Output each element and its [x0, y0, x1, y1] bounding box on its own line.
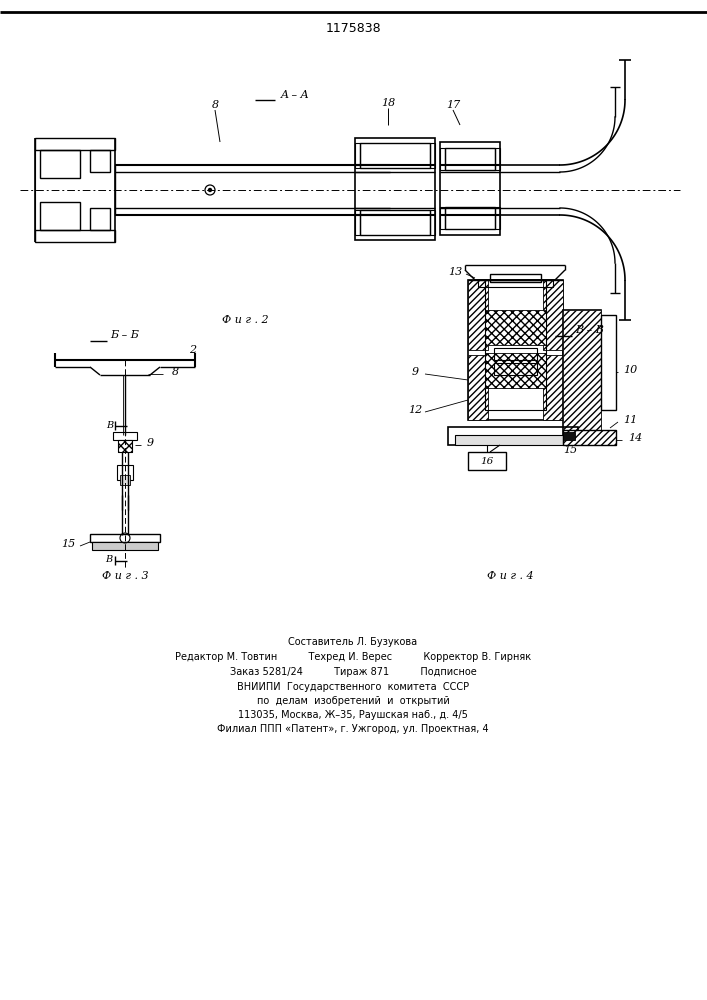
Text: В: В — [107, 420, 114, 430]
Bar — [485, 280, 546, 410]
Bar — [485, 353, 546, 388]
Bar — [120, 475, 130, 485]
Bar — [495, 207, 500, 229]
Text: Ф и г . 2: Ф и г . 2 — [222, 315, 269, 325]
Bar — [40, 150, 80, 178]
Bar — [468, 452, 506, 470]
Text: Составитель Л. Бузукова: Составитель Л. Бузукова — [288, 637, 418, 647]
Bar — [355, 143, 360, 168]
Bar — [92, 542, 158, 550]
Text: 1175838: 1175838 — [325, 21, 381, 34]
Bar — [485, 310, 546, 345]
Text: 113035, Москва, Ж–35, Раушская наб., д. 4/5: 113035, Москва, Ж–35, Раушская наб., д. … — [238, 710, 468, 720]
Bar — [360, 210, 430, 235]
Bar — [90, 208, 110, 230]
Bar — [117, 465, 133, 480]
Bar — [445, 148, 495, 170]
Bar — [448, 427, 578, 445]
Bar — [113, 432, 137, 440]
Bar — [90, 534, 160, 542]
Text: 12: 12 — [408, 405, 422, 415]
Bar — [563, 310, 601, 435]
Bar — [40, 202, 80, 230]
Bar — [118, 440, 132, 452]
Bar — [563, 430, 616, 445]
Text: 17: 17 — [446, 100, 460, 110]
Text: 9: 9 — [146, 438, 153, 448]
Text: 8: 8 — [171, 367, 179, 377]
Bar — [563, 310, 601, 435]
Bar — [440, 142, 500, 235]
Text: 8: 8 — [211, 100, 218, 110]
Text: Ф и г . 3: Ф и г . 3 — [102, 571, 148, 581]
Bar — [445, 207, 495, 229]
Bar — [430, 210, 435, 235]
Bar — [468, 280, 488, 350]
Bar — [430, 143, 435, 168]
Bar — [440, 148, 445, 170]
Text: В – В: В – В — [575, 325, 604, 335]
Bar — [494, 363, 537, 375]
Bar — [495, 148, 500, 170]
Text: 10: 10 — [623, 365, 637, 375]
Bar — [601, 315, 616, 410]
Text: 15: 15 — [61, 539, 75, 549]
Bar — [490, 274, 541, 282]
Bar — [468, 280, 563, 420]
Bar — [468, 355, 488, 420]
Bar — [543, 280, 563, 350]
Text: A – A: A – A — [281, 90, 310, 100]
Text: ВНИИПИ  Государственного  комитета  СССР: ВНИИПИ Государственного комитета СССР — [237, 682, 469, 692]
Text: 9: 9 — [411, 367, 419, 377]
Bar — [118, 440, 132, 452]
Bar — [360, 143, 430, 168]
Text: 14: 14 — [628, 433, 642, 443]
Bar — [90, 150, 110, 172]
Bar — [35, 138, 115, 150]
Text: Филиал ППП «Патент», г. Ужгород, ул. Проектная, 4: Филиал ППП «Патент», г. Ужгород, ул. Про… — [217, 724, 489, 734]
Text: Б – Б: Б – Б — [110, 330, 139, 340]
Text: 18: 18 — [381, 98, 395, 108]
Text: 2: 2 — [189, 345, 197, 355]
Text: по  делам  изобретений  и  открытий: по делам изобретений и открытий — [257, 696, 450, 706]
Text: 11: 11 — [623, 415, 637, 425]
Text: 13: 13 — [448, 267, 462, 277]
Bar — [563, 432, 575, 440]
Text: 16: 16 — [480, 456, 493, 466]
Text: Редактор М. Товтин          Техред И. Верес          Корректор В. Гирняк: Редактор М. Товтин Техред И. Верес Корре… — [175, 652, 531, 662]
Bar — [355, 138, 435, 240]
Bar — [440, 207, 445, 229]
Bar — [494, 348, 537, 360]
Bar — [563, 430, 616, 445]
Text: Заказ 5281/24          Тираж 871          Подписное: Заказ 5281/24 Тираж 871 Подписное — [230, 667, 477, 677]
Circle shape — [209, 188, 211, 192]
Bar — [35, 230, 115, 242]
Bar — [455, 435, 563, 445]
Text: Ф и г . 4: Ф и г . 4 — [486, 571, 533, 581]
Text: В: В — [105, 556, 112, 564]
Bar — [543, 355, 563, 420]
Text: 15: 15 — [563, 445, 577, 455]
Bar — [478, 280, 553, 287]
Bar — [355, 210, 360, 235]
